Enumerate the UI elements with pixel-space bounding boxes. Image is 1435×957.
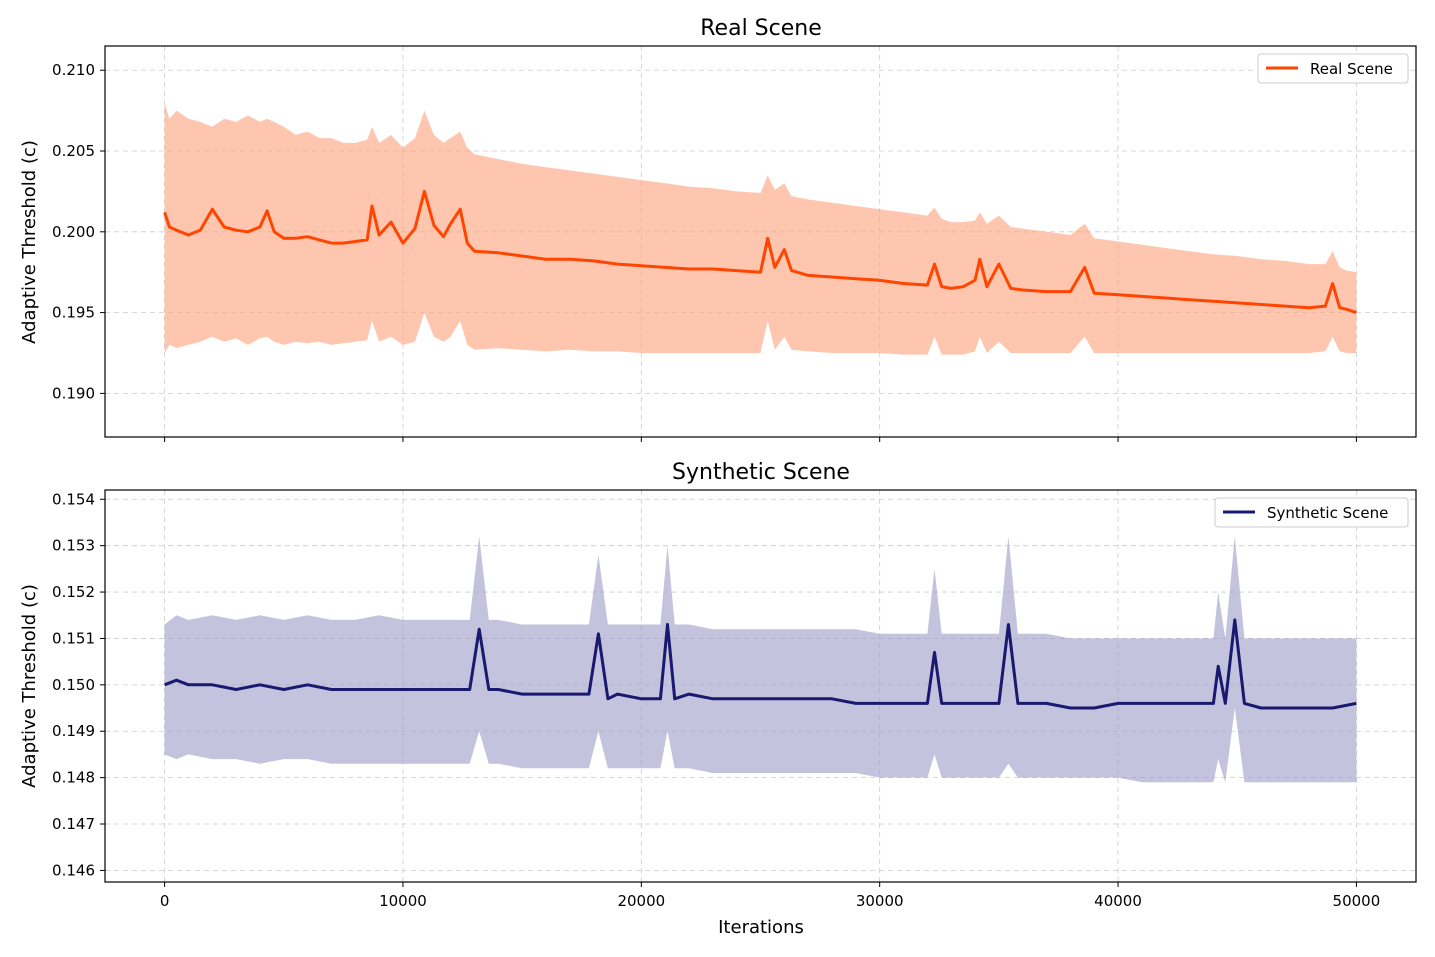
real-scene-title: Real Scene [700,16,822,41]
y-tick-label: 0.154 [52,490,95,508]
y-tick-label: 0.149 [52,722,95,740]
x-axis-label: Iterations [718,917,804,938]
real-scene-line [163,189,1357,315]
x-tick-label: 20000 [617,892,665,910]
y-tick-label: 0.200 [52,223,95,241]
real-scene-panel: Real Scene 0.190 0.195 0.200 0.205 0.210 Ada… [19,16,1417,442]
synthetic-scene-legend-box [1214,497,1409,528]
y-tick-label: 0.152 [52,583,95,601]
y-tick-label: 0.205 [52,142,95,160]
y-tick-label: 0.195 [52,304,95,322]
real-scene-legend: Real Scene [1257,53,1409,84]
real-scene-legend-label: Real Scene [1310,60,1393,78]
real-scene-noise-band [164,102,1357,355]
synthetic-scene-panel: Synthetic Scene 0.146 0.147 0.148 0.149 0.15… [19,460,1417,938]
x-tick-label: 40000 [1094,892,1142,910]
y-tick-label: 0.151 [52,629,95,647]
real-scene-y-axis-label: Adaptive Threshold (c) [19,140,40,344]
synthetic-scene-line [164,618,1357,710]
y-tick-label: 0.147 [52,815,95,833]
synthetic-scene-y-ticks: 0.146 0.147 0.148 0.149 0.150 0.151 0.152 0.153… [52,490,105,879]
real-scene-plot-frame [104,45,1417,438]
x-tick-label: 0 [160,892,170,910]
synthetic-scene-title: Synthetic Scene [672,460,850,485]
synthetic-scene-noise-band [164,536,1357,783]
synthetic-scene-x-ticks: 0 10000 20000 30000 40000 50000 [160,882,1380,910]
synthetic-scene-legend: Synthetic Scene [1214,497,1409,528]
synthetic-scene-legend-label: Synthetic Scene [1267,504,1388,522]
noise-band-area [164,536,1357,783]
y-tick-label: 0.153 [52,537,95,555]
synthetic-scene-plot-frame [104,489,1417,883]
y-tick-label: 0.150 [52,676,95,694]
y-tick-label: 0.210 [52,61,95,79]
real-scene-y-ticks: 0.190 0.195 0.200 0.205 0.210 [52,61,105,402]
x-tick-label: 10000 [379,892,427,910]
real-scene-legend-box [1257,53,1409,84]
y-tick-label: 0.190 [52,384,95,402]
y-tick-label: 0.146 [52,861,95,879]
x-tick-label: 50000 [1333,892,1381,910]
x-tick-label: 30000 [856,892,904,910]
y-tick-label: 0.148 [52,769,95,787]
noise-band-area [164,102,1357,355]
series-line [163,189,1357,315]
series-line [164,618,1357,710]
real-scene-x-ticks [164,437,1357,442]
synthetic-scene-y-axis-label: Adaptive Threshold (c) [19,584,40,788]
